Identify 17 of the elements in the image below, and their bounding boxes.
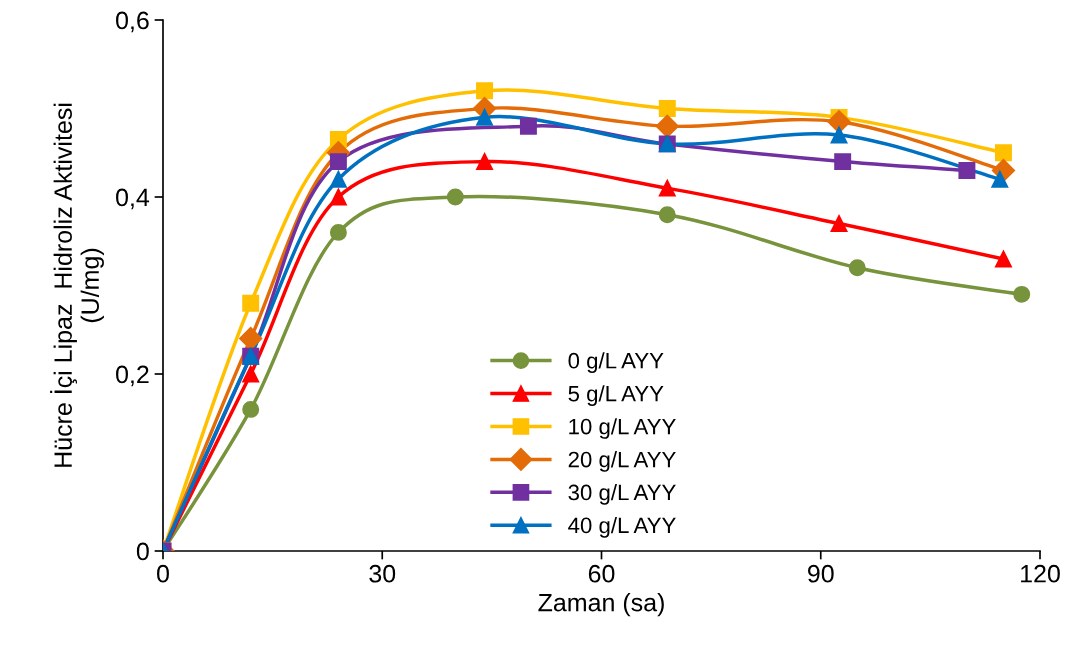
legend-label: 10 g/L AYY [569, 418, 676, 439]
x-tick-label: 60 [588, 564, 615, 583]
legend-label: 0 g/L AYY [568, 352, 664, 373]
x-tick-label: 90 [808, 564, 834, 583]
legend-label: 5 g/L AYY [568, 385, 664, 406]
y-tick-label: 0 [136, 542, 149, 561]
x-axis-title: Zaman (sa) [538, 593, 664, 617]
x-tick-label: 0 [157, 564, 169, 583]
legend-label: 20 g/L AYY [568, 451, 676, 472]
y-tick-label: 0,2 [116, 365, 149, 387]
x-tick-label: 30 [369, 564, 396, 583]
y-axis-title: Hücre İçi Lipaz Hidroliz Aktivitesi (U/mg) [50, 103, 104, 467]
legend-label: 30 g/L AYY [568, 484, 676, 505]
legend-label: 40 g/L AYY [568, 516, 676, 538]
x-tick-label: 120 [1021, 564, 1060, 583]
y-tick-label: 0,4 [116, 188, 150, 210]
y-tick-label: 0,6 [116, 11, 149, 33]
